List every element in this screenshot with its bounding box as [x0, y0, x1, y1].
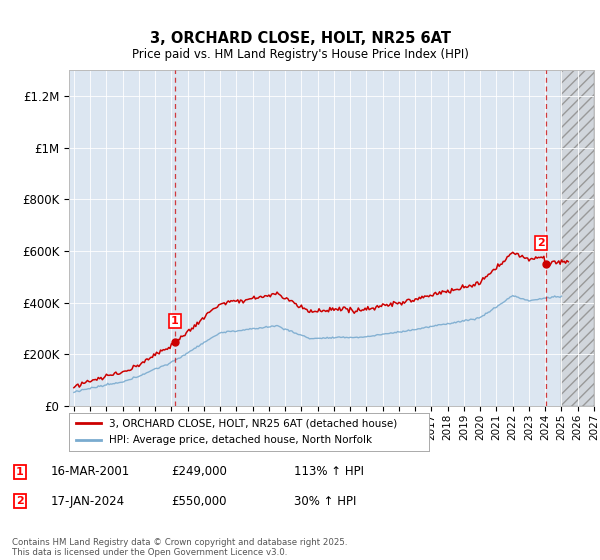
Text: £550,000: £550,000 — [171, 494, 227, 508]
Text: 17-JAN-2024: 17-JAN-2024 — [51, 494, 125, 508]
Text: HPI: Average price, detached house, North Norfolk: HPI: Average price, detached house, Nort… — [109, 435, 372, 445]
Text: 3, ORCHARD CLOSE, HOLT, NR25 6AT (detached house): 3, ORCHARD CLOSE, HOLT, NR25 6AT (detach… — [109, 418, 397, 428]
Text: 1: 1 — [171, 316, 179, 326]
Bar — [562, 70, 594, 406]
Text: 30% ↑ HPI: 30% ↑ HPI — [294, 494, 356, 508]
Bar — [562, 70, 594, 406]
Text: 2: 2 — [16, 496, 23, 506]
Text: 1: 1 — [16, 466, 23, 477]
Text: 2: 2 — [537, 238, 545, 248]
Text: Price paid vs. HM Land Registry's House Price Index (HPI): Price paid vs. HM Land Registry's House … — [131, 48, 469, 60]
Text: 113% ↑ HPI: 113% ↑ HPI — [294, 465, 364, 478]
Text: £249,000: £249,000 — [171, 465, 227, 478]
Text: Contains HM Land Registry data © Crown copyright and database right 2025.
This d: Contains HM Land Registry data © Crown c… — [12, 538, 347, 557]
Text: 3, ORCHARD CLOSE, HOLT, NR25 6AT: 3, ORCHARD CLOSE, HOLT, NR25 6AT — [149, 31, 451, 46]
Text: 16-MAR-2001: 16-MAR-2001 — [51, 465, 130, 478]
